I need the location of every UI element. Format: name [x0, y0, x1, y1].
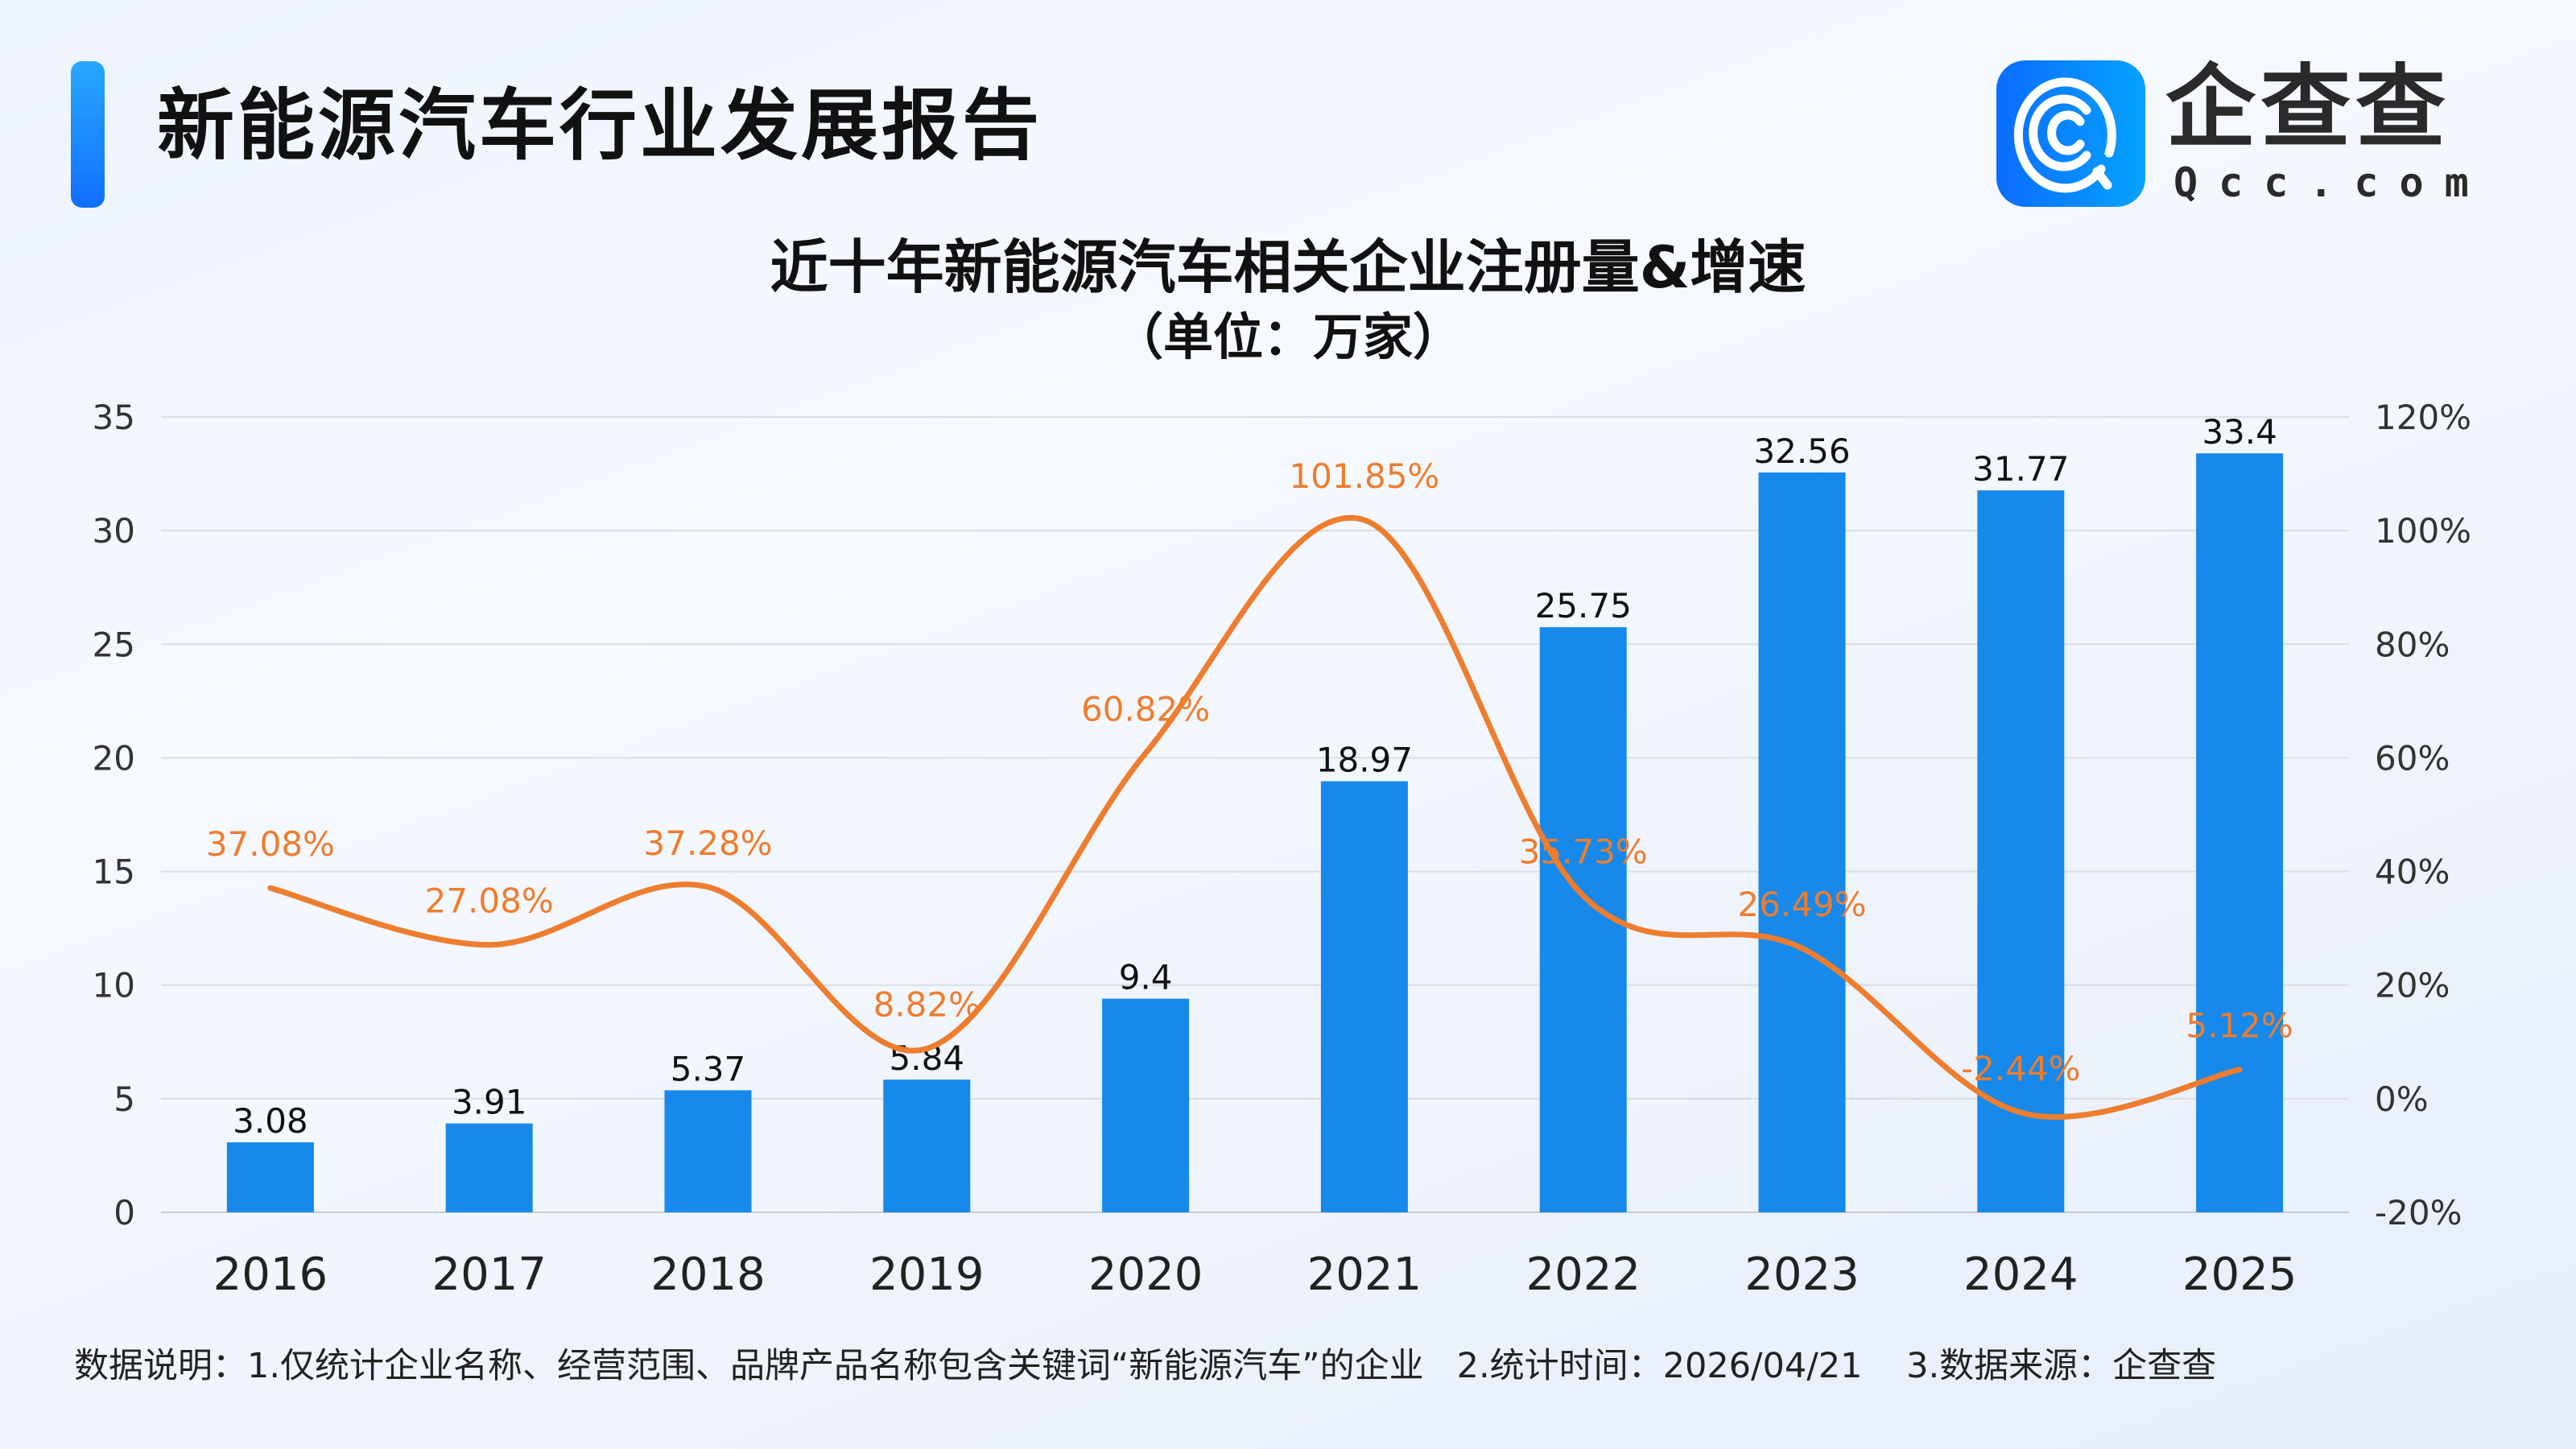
left-axis-tick: 30: [93, 511, 135, 551]
growth-point: [2239, 1068, 2241, 1071]
right-axis-tick: 0%: [2375, 1080, 2429, 1119]
bar-value-label: 3.08: [233, 1101, 308, 1141]
growth-point: [1363, 519, 1365, 522]
left-axis-tick: 25: [93, 625, 135, 664]
growth-rate-label: 8.82%: [873, 985, 980, 1025]
x-axis-tick: 2023: [1744, 1249, 1860, 1301]
bar: [1320, 781, 1408, 1212]
growth-rate-label: 27.08%: [425, 881, 554, 921]
growth-rate-label: 35.73%: [1519, 832, 1648, 872]
qcc-logo-icon: [1996, 60, 2145, 207]
right-axis-tick: 80%: [2375, 625, 2450, 664]
bar-value-label: 9.4: [1119, 958, 1173, 997]
left-axis-tick: 20: [93, 738, 135, 778]
growth-rate-label: 60.82%: [1081, 690, 1210, 729]
x-axis-tick: 2024: [1963, 1249, 2079, 1301]
left-axis-tick: 35: [93, 398, 135, 437]
x-axis-tick: 2021: [1307, 1249, 1422, 1301]
bar: [2196, 453, 2284, 1212]
growth-point: [2020, 1112, 2022, 1114]
right-axis-tick: 20%: [2375, 966, 2450, 1005]
bar: [1102, 998, 1190, 1212]
bar: [883, 1080, 971, 1212]
left-axis-tick: 5: [114, 1080, 135, 1119]
chart-title: 近十年新能源汽车相关企业注册量&增速: [770, 233, 1806, 301]
growth-point: [488, 943, 490, 946]
bar: [664, 1090, 752, 1212]
bar: [226, 1142, 314, 1212]
growth-rate-label: -2.44%: [1961, 1049, 2081, 1088]
bar-value-label: 5.37: [671, 1049, 746, 1088]
growth-point: [1582, 894, 1584, 897]
left-axis-tick: 15: [93, 852, 135, 892]
right-axis-tick: -20%: [2375, 1193, 2462, 1232]
bar: [445, 1123, 533, 1212]
growth-point: [1801, 947, 1803, 949]
growth-rate-label: 37.28%: [643, 824, 772, 863]
right-axis-tick: 60%: [2375, 738, 2450, 778]
growth-point: [926, 1047, 928, 1050]
bar-value-label: 5.84: [890, 1038, 965, 1078]
bar: [1977, 490, 2065, 1212]
growth-rate-label: 101.85%: [1289, 456, 1439, 496]
left-axis-tick: 0: [114, 1193, 135, 1232]
title-accent-bar: [71, 61, 105, 208]
x-axis-tick: 2022: [1525, 1249, 1641, 1301]
x-axis-tick: 2020: [1088, 1249, 1203, 1301]
x-axis-tick: 2018: [650, 1249, 766, 1301]
x-axis-tick: 2016: [213, 1249, 328, 1301]
growth-point: [269, 887, 271, 890]
x-axis-tick: 2017: [431, 1249, 547, 1301]
bar-value-label: 33.4: [2202, 412, 2277, 452]
page-title: 新能源汽车行业发展报告: [157, 80, 1042, 171]
growth-rate-label: 26.49%: [1737, 885, 1866, 924]
x-axis-tick: 2025: [2182, 1249, 2297, 1301]
bar-value-label: 32.56: [1753, 431, 1850, 471]
bar-value-label: 31.77: [1972, 449, 2069, 489]
bar: [1758, 472, 1846, 1212]
bar-value-label: 3.91: [452, 1083, 527, 1122]
growth-rate-line: [267, 515, 2243, 1120]
x-axis-tick: 2019: [869, 1249, 985, 1301]
bar-value-label: 25.75: [1535, 586, 1632, 625]
left-axis-tick: 10: [93, 966, 135, 1005]
chart-subtitle: （单位：万家）: [1113, 308, 1463, 366]
brand-name: 企查查: [2165, 56, 2450, 160]
growth-rate-label: 5.12%: [2186, 1006, 2293, 1046]
right-axis-tick: 40%: [2375, 852, 2450, 892]
brand-domain: Qcc.com: [2174, 159, 2490, 206]
bar-value-label: 18.97: [1316, 741, 1413, 780]
footer-note: 数据说明：1.仅统计企业名称、经营范围、品牌产品名称包含关键词“新能源汽车”的企…: [74, 1346, 2217, 1386]
growth-rate-label: 37.08%: [206, 824, 335, 864]
right-axis-tick: 100%: [2375, 511, 2471, 551]
growth-point: [1145, 752, 1147, 754]
right-axis-tick: 120%: [2375, 398, 2471, 437]
growth-point: [707, 886, 709, 888]
